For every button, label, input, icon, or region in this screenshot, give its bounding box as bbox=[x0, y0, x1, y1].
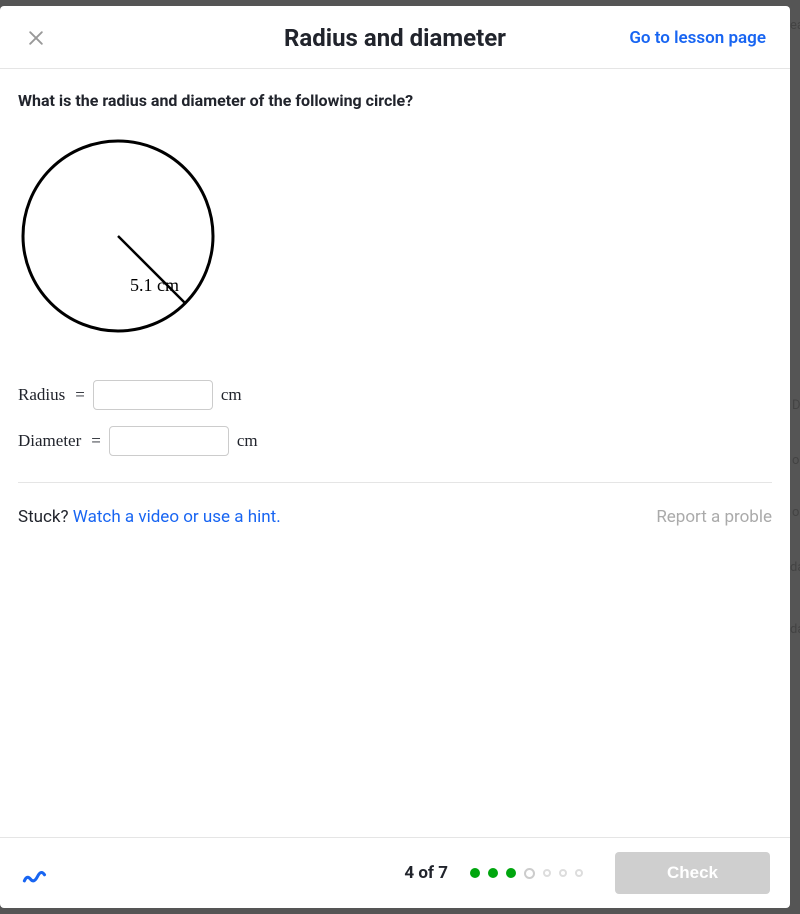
diameter-unit: cm bbox=[237, 431, 258, 451]
bg-fragment: o bbox=[792, 505, 799, 520]
help-row: Stuck? Watch a video or use a hint. Repo… bbox=[18, 507, 772, 527]
question-text: What is the radius and diameter of the f… bbox=[18, 91, 772, 110]
diameter-label: Diameter bbox=[18, 431, 81, 451]
radius-input[interactable] bbox=[93, 380, 213, 410]
progress-dot-empty bbox=[559, 869, 567, 877]
equals-sign: = bbox=[75, 385, 85, 405]
bg-fragment: D bbox=[792, 398, 800, 413]
modal-header: Radius and diameter Go to lesson page bbox=[0, 6, 790, 69]
bg-fragment: o bbox=[792, 453, 799, 468]
close-icon[interactable] bbox=[24, 26, 48, 50]
stuck-section: Stuck? Watch a video or use a hint. bbox=[18, 507, 281, 527]
radius-answer-row: Radius = cm bbox=[18, 380, 772, 410]
progress-dot-empty bbox=[543, 869, 551, 877]
diameter-input[interactable] bbox=[109, 426, 229, 456]
bg-fragment: ea bbox=[790, 18, 800, 33]
report-problem-link[interactable]: Report a proble bbox=[656, 507, 772, 527]
bg-fragment: da bbox=[790, 560, 800, 575]
section-divider bbox=[18, 482, 772, 483]
lesson-page-link[interactable]: Go to lesson page bbox=[629, 28, 766, 48]
radius-label: 5.1 cm bbox=[130, 275, 179, 295]
exercise-modal: Radius and diameter Go to lesson page Wh… bbox=[0, 6, 790, 908]
exercise-content: What is the radius and diameter of the f… bbox=[0, 69, 790, 837]
progress-dot-filled bbox=[488, 868, 498, 878]
progress-dot-empty bbox=[575, 869, 583, 877]
diameter-answer-row: Diameter = cm bbox=[18, 426, 772, 456]
check-button[interactable]: Check bbox=[615, 852, 770, 894]
progress-dots bbox=[470, 868, 583, 879]
circle-diagram: 5.1 cm bbox=[18, 136, 218, 336]
bg-fragment: da bbox=[790, 622, 800, 637]
radius-label: Radius bbox=[18, 385, 65, 405]
progress-dot-current bbox=[524, 868, 535, 879]
stuck-label: Stuck? bbox=[18, 507, 69, 527]
equals-sign: = bbox=[91, 431, 101, 451]
modal-footer: 4 of 7 Check bbox=[0, 837, 790, 908]
hint-link[interactable]: Watch a video or use a hint. bbox=[73, 507, 281, 527]
progress-text: 4 of 7 bbox=[404, 863, 448, 883]
radius-unit: cm bbox=[221, 385, 242, 405]
progress-dot-filled bbox=[470, 868, 480, 878]
scratchpad-icon[interactable] bbox=[20, 859, 48, 887]
progress-dot-filled bbox=[506, 868, 516, 878]
